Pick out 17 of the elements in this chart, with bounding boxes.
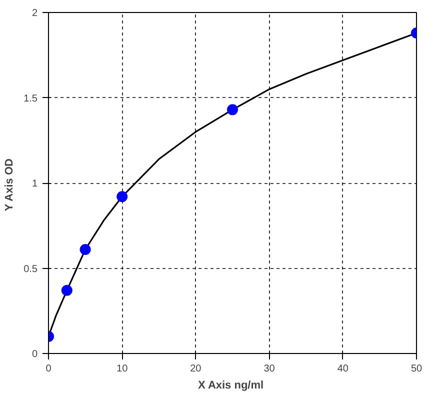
x-tick-label: 30 — [264, 364, 276, 374]
point — [80, 244, 91, 255]
x-axis-title: X Axis ng/ml — [198, 380, 264, 392]
point — [116, 191, 128, 202]
y-axis-title: Y Axis OD — [4, 158, 16, 212]
y-tick-label: 1.5 — [24, 93, 38, 104]
x-tick-label: 10 — [116, 364, 128, 374]
y-tick-label: 1 — [32, 178, 38, 190]
x-tick-label: 50 — [410, 364, 422, 374]
x-tick-label: 0 — [46, 364, 52, 374]
y-tick-label: 2 — [32, 8, 38, 19]
point — [227, 104, 238, 116]
x-tick-label: 20 — [190, 364, 202, 374]
y-tick-label: 0.5 — [24, 264, 38, 275]
point — [61, 284, 72, 296]
x-tick-label: 40 — [337, 364, 349, 374]
y-tick-label: 0 — [32, 349, 38, 360]
